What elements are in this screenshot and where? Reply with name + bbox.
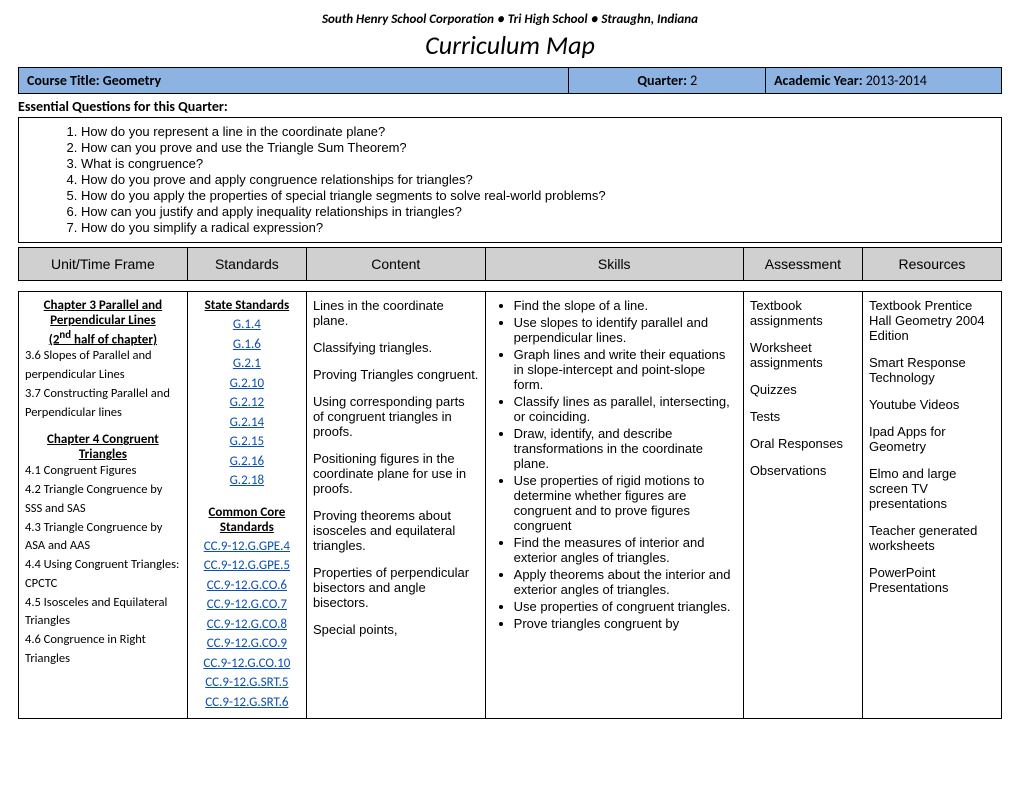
- essential-questions-list: How do you represent a line in the coord…: [65, 124, 993, 235]
- standard-link[interactable]: G.1.4: [194, 315, 300, 335]
- essential-question-item: How do you apply the properties of speci…: [81, 188, 993, 203]
- standard-link[interactable]: G.2.18: [194, 471, 300, 491]
- course-title-value: Geometry: [100, 72, 162, 89]
- content-item: Classifying triangles.: [313, 340, 479, 355]
- skill-item: Graph lines and write their equations in…: [514, 347, 737, 392]
- column-header: Resources: [862, 248, 1001, 281]
- standard-link[interactable]: CC.9-12.G.SRT.5: [194, 673, 300, 693]
- unit-subtitle-1: (2nd half of chapter): [25, 328, 181, 347]
- quarter-cell: Quarter: 2: [569, 68, 766, 94]
- resource-item: Teacher generated worksheets: [869, 523, 995, 553]
- main-content-table: Chapter 3 Parallel and Perpendicular Lin…: [18, 291, 1002, 719]
- assessment-item: Tests: [750, 409, 856, 424]
- school-header: South Henry School Corporation ● Tri Hig…: [18, 12, 1002, 27]
- unit-item: 4.1 Congruent Figures: [25, 462, 181, 481]
- standard-link[interactable]: CC.9-12.G.CO.6: [194, 576, 300, 596]
- unit-item: 4.3 Triangle Congruence by ASA and AAS: [25, 519, 181, 557]
- assessment-item: Observations: [750, 463, 856, 478]
- skill-item: Use properties of rigid motions to deter…: [514, 473, 737, 533]
- skill-item: Draw, identify, and describe transformat…: [514, 426, 737, 471]
- standard-link[interactable]: CC.9-12.G.SRT.6: [194, 693, 300, 713]
- standard-link[interactable]: CC.9-12.G.CO.10: [194, 654, 300, 674]
- course-title-cell: Course Title: Geometry: [19, 68, 569, 94]
- column-header: Assessment: [743, 248, 862, 281]
- essential-question-item: How do you simplify a radical expression…: [81, 220, 993, 235]
- standard-link[interactable]: CC.9-12.G.GPE.4: [194, 537, 300, 557]
- unit-title-2: Chapter 4 Congruent Triangles: [25, 432, 181, 462]
- essential-question-item: How can you prove and use the Triangle S…: [81, 140, 993, 155]
- content-item: Proving Triangles congruent.: [313, 367, 479, 382]
- columns-header-table: Unit/Time FrameStandardsContentSkillsAss…: [18, 247, 1002, 281]
- resource-item: Youtube Videos: [869, 397, 995, 412]
- standard-link[interactable]: G.1.6: [194, 335, 300, 355]
- quarter-label: Quarter:: [637, 72, 687, 89]
- year-label: Academic Year:: [774, 72, 863, 89]
- standard-link[interactable]: CC.9-12.G.GPE.5: [194, 556, 300, 576]
- skill-item: Classify lines as parallel, intersecting…: [514, 394, 737, 424]
- skill-item: Use properties of congruent triangles.: [514, 599, 737, 614]
- essential-question-item: How do you prove and apply congruence re…: [81, 172, 993, 187]
- year-cell: Academic Year: 2013-2014: [766, 68, 1002, 94]
- resource-item: Ipad Apps for Geometry: [869, 424, 995, 454]
- column-header: Skills: [485, 248, 743, 281]
- standards-cell: State Standards G.1.4G.1.6G.2.1G.2.10G.2…: [187, 292, 306, 719]
- standard-link[interactable]: G.2.10: [194, 374, 300, 394]
- standard-link[interactable]: CC.9-12.G.CO.7: [194, 595, 300, 615]
- content-item: Positioning figures in the coordinate pl…: [313, 451, 479, 496]
- year-value: 2013-2014: [863, 72, 927, 89]
- essential-question-item: How can you justify and apply inequality…: [81, 204, 993, 219]
- skill-item: Find the slope of a line.: [514, 298, 737, 313]
- unit-item: 4.4 Using Congruent Triangles: CPCTC: [25, 556, 181, 594]
- unit-item: 4.2 Triangle Congruence by SSS and SAS: [25, 481, 181, 519]
- header-table: Course Title: Geometry Quarter: 2 Academ…: [18, 67, 1002, 94]
- standard-link[interactable]: G.2.16: [194, 452, 300, 472]
- essential-question-item: What is congruence?: [81, 156, 993, 171]
- column-header: Standards: [187, 248, 306, 281]
- document-title: Curriculum Map: [18, 29, 1002, 61]
- unit-item: 3.6 Slopes of Parallel and perpendicular…: [25, 347, 181, 385]
- resource-item: PowerPoint Presentations: [869, 565, 995, 595]
- standard-link[interactable]: CC.9-12.G.CO.9: [194, 634, 300, 654]
- skill-item: Apply theorems about the interior and ex…: [514, 567, 737, 597]
- column-header: Content: [306, 248, 485, 281]
- content-item: Using corresponding parts of congruent t…: [313, 394, 479, 439]
- assessment-item: Textbook assignments: [750, 298, 856, 328]
- content-item: Properties of perpendicular bisectors an…: [313, 565, 479, 610]
- column-header: Unit/Time Frame: [19, 248, 188, 281]
- unit-item: 4.5 Isosceles and Equilateral Triangles: [25, 594, 181, 632]
- content-item: Lines in the coordinate plane.: [313, 298, 479, 328]
- quarter-value: 2: [687, 72, 697, 89]
- course-title-label: Course Title:: [27, 72, 100, 89]
- resource-item: Smart Response Technology: [869, 355, 995, 385]
- resource-item: Textbook Prentice Hall Geometry 2004 Edi…: [869, 298, 995, 343]
- content-cell: Lines in the coordinate plane. Classifyin…: [306, 292, 485, 719]
- content-item: Proving theorems about isosceles and equ…: [313, 508, 479, 553]
- content-item: Special points,: [313, 622, 479, 637]
- assessment-item: Oral Responses: [750, 436, 856, 451]
- skill-item: Find the measures of interior and exteri…: [514, 535, 737, 565]
- common-core-heading: Common Core Standards: [194, 505, 300, 535]
- unit-cell: Chapter 3 Parallel and Perpendicular Lin…: [19, 292, 188, 719]
- essential-questions-box: How do you represent a line in the coord…: [18, 117, 1002, 243]
- unit-item: 4.6 Congruence in Right Triangles: [25, 631, 181, 669]
- essential-questions-heading: Essential Questions for this Quarter:: [18, 98, 1002, 115]
- standard-link[interactable]: CC.9-12.G.CO.8: [194, 615, 300, 635]
- assessment-item: Worksheet assignments: [750, 340, 856, 370]
- skill-item: Prove triangles congruent by: [514, 616, 737, 631]
- resources-cell: Textbook Prentice Hall Geometry 2004 Edi…: [862, 292, 1001, 719]
- resource-item: Elmo and large screen TV presentations: [869, 466, 995, 511]
- standard-link[interactable]: G.2.14: [194, 413, 300, 433]
- state-standards-heading: State Standards: [194, 298, 300, 313]
- standard-link[interactable]: G.2.1: [194, 354, 300, 374]
- skills-cell: Find the slope of a line. Use slopes to i…: [485, 292, 743, 719]
- assessment-item: Quizzes: [750, 382, 856, 397]
- standard-link[interactable]: G.2.12: [194, 393, 300, 413]
- assessment-cell: Textbook assignments Worksheet assignment…: [743, 292, 862, 719]
- essential-question-item: How do you represent a line in the coord…: [81, 124, 993, 139]
- skill-item: Use slopes to identify parallel and perp…: [514, 315, 737, 345]
- unit-title-1: Chapter 3 Parallel and Perpendicular Lin…: [25, 298, 181, 328]
- unit-item: 3.7 Constructing Parallel and Perpendicu…: [25, 385, 181, 423]
- standard-link[interactable]: G.2.15: [194, 432, 300, 452]
